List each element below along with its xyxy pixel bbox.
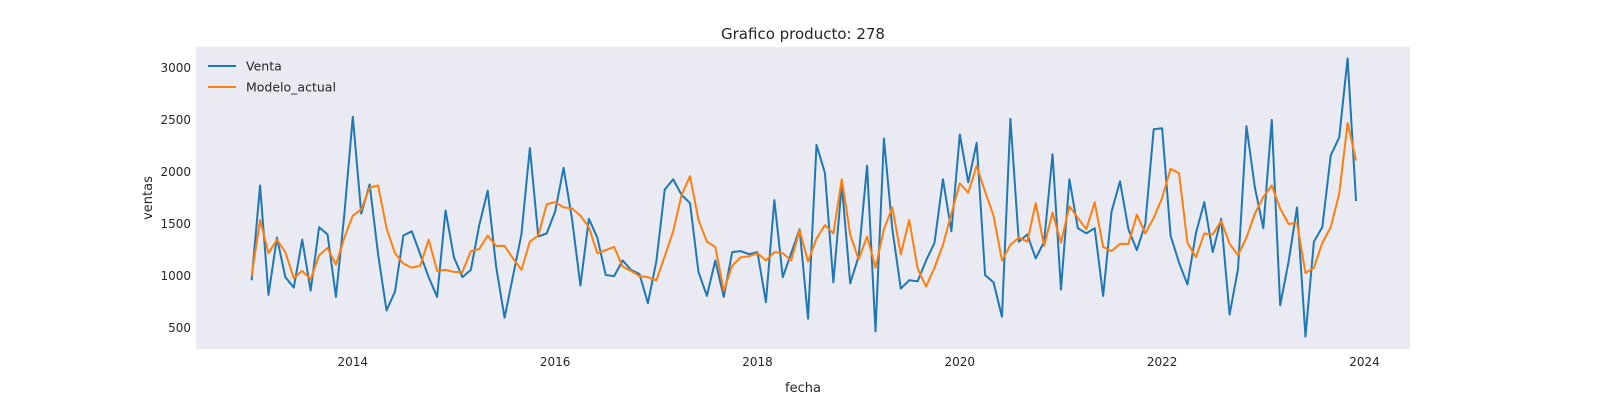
series-line-modelo-actual [250,122,1358,292]
legend: Venta Modelo_actual [208,59,336,95]
x-tick-label: 2016 [540,355,571,369]
chart-title: Grafico producto: 278 [721,25,885,43]
legend-label: Modelo_actual [246,80,336,95]
y-tick-label: 3000 [160,61,191,75]
legend-label: Venta [246,59,282,74]
x-tick-label: 2020 [945,355,976,369]
plot-area [196,47,1410,349]
x-tick-label: 2024 [1349,355,1380,369]
y-tick-label: 1000 [160,269,191,283]
series-line-venta [250,57,1358,338]
series-lines [250,57,1358,338]
x-tick-label: 2022 [1147,355,1178,369]
y-axis-ticks: 500 1000 1500 2000 2500 3000 [160,61,191,335]
y-axis-label: ventas [141,176,156,220]
x-tick-label: 2018 [742,355,773,369]
y-tick-label: 2000 [160,165,191,179]
x-tick-label: 2014 [338,355,369,369]
x-axis-label: fecha [785,381,821,396]
y-tick-label: 500 [168,321,191,335]
y-tick-label: 1500 [160,217,191,231]
y-tick-label: 2500 [160,113,191,127]
x-axis-ticks: 2014 2016 2018 2020 2022 2024 [338,355,1380,369]
